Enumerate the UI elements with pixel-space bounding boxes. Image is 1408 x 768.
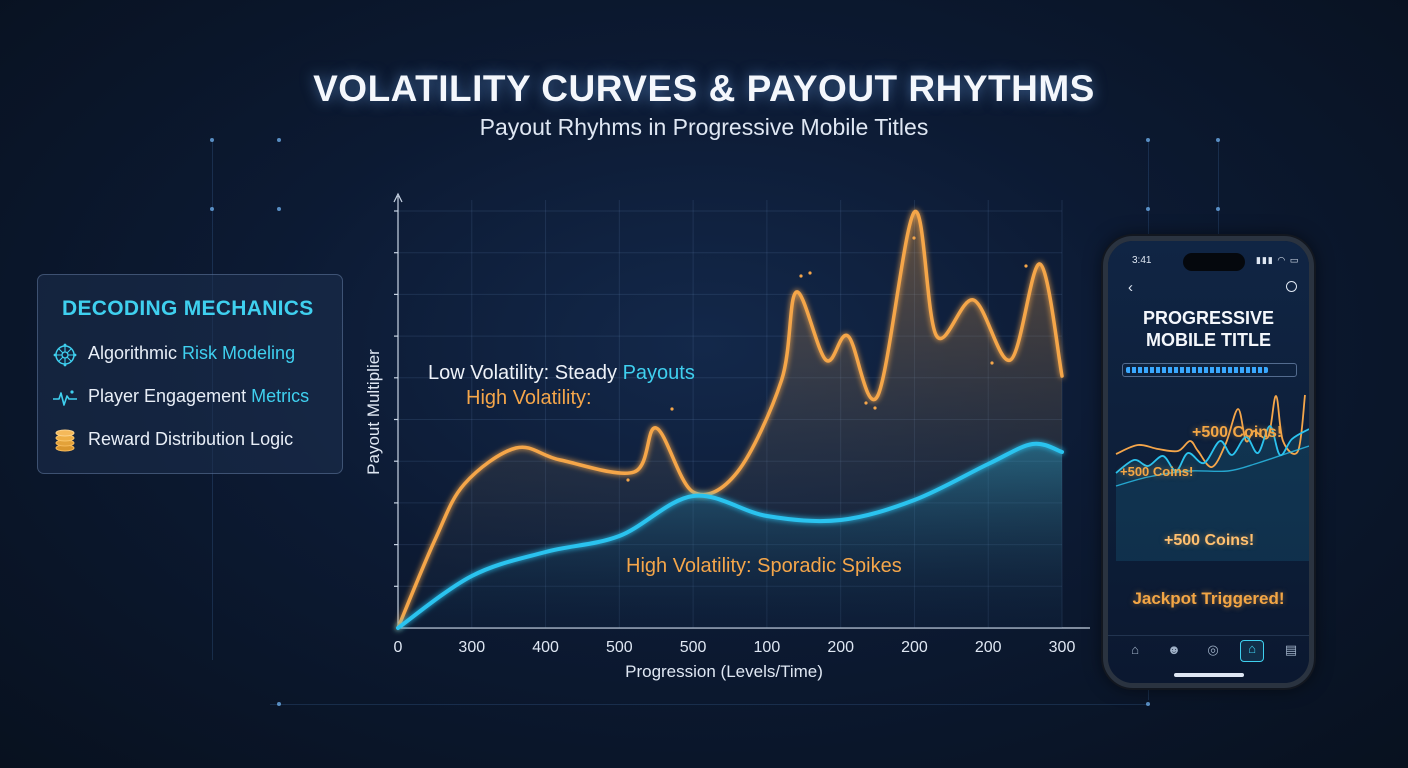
deco-dot (277, 207, 281, 211)
mechanics-panel: DECODING MECHANICS Algorithmic Risk Mode… (37, 274, 343, 474)
home-icon[interactable]: ⌂ (1131, 642, 1139, 657)
phone-title-line: PROGRESSIVE (1142, 308, 1275, 328)
x-tick-labels: 0 300 400 500 500 100 200 200 200 300 (394, 639, 1076, 656)
page-subtitle: Payout Rhyhms in Progressive Mobile Titl… (479, 114, 929, 140)
jackpot-label: Jackpot Triggered! (1132, 589, 1285, 608)
deco-dot (1146, 702, 1150, 706)
x-tick-label: 200 (975, 639, 1002, 656)
x-tick-label: 0 (394, 639, 403, 656)
mechanics-item-highlight: Risk Modeling (182, 343, 296, 363)
y-axis-arrow (393, 192, 403, 203)
spark-particles (626, 236, 1028, 482)
home-indicator (1174, 673, 1244, 677)
deco-dot (1146, 138, 1150, 142)
phone-mini-chart (1115, 394, 1309, 561)
phone-nav-bar: ⌂ ☻ ◎ ⌂ ▤ (1108, 635, 1309, 666)
spark-particle (1024, 264, 1028, 268)
mechanics-item-highlight: Metrics (251, 386, 310, 406)
phone-chart-line-cyan (1115, 425, 1309, 474)
x-tick-label: 400 (532, 639, 559, 656)
deco-dot (1146, 207, 1150, 211)
spark-particle (808, 271, 812, 275)
back-chevron-icon[interactable]: ‹ (1128, 279, 1133, 296)
spark-particle (670, 407, 674, 411)
phone-time: 3:41 (1132, 255, 1152, 266)
phone-chart-line-orange (1115, 394, 1306, 468)
deco-dot (1216, 207, 1220, 211)
deco-dot (210, 138, 214, 142)
annotation-high-volatility: High Volatility: (466, 387, 592, 409)
y-ticks (394, 210, 398, 587)
progress-fill (1126, 367, 1268, 373)
series-line-low-volatility (396, 441, 1064, 630)
menu-icon[interactable] (1286, 281, 1297, 292)
x-tick-label: 500 (680, 639, 707, 656)
globe-icon[interactable]: ◎ (1207, 642, 1219, 657)
shop-icon[interactable]: ⌂ (1240, 640, 1264, 662)
wallet-icon[interactable]: ▤ (1284, 642, 1298, 657)
spark-particle (864, 401, 868, 405)
series-area-low-volatility (398, 443, 1062, 628)
spark-particle (912, 236, 916, 240)
x-axis-label: Progression (Levels/Time) (625, 662, 823, 681)
signal-battery-icon: ▮▮▮ ◠ ▭ (1256, 255, 1300, 265)
coin-reward-label: +500 Coins! (1192, 424, 1283, 441)
mechanics-title: DECODING MECHANICS (62, 297, 314, 320)
brain-circuit-icon (53, 343, 77, 367)
series-line-high-volatility (396, 210, 1064, 630)
deco-dot (1216, 138, 1220, 142)
annotation-sporadic-spikes: High Volatility: Sporadic Spikes (626, 555, 902, 577)
page-title: VOLATILITY CURVES & PAYOUT RHYTHMS (313, 68, 1095, 109)
x-tick-label: 500 (606, 639, 633, 656)
phone-chart-area (1116, 425, 1309, 561)
y-axis-label: Payout Multiplier (364, 349, 383, 475)
mechanics-item-text: Algorithmic (88, 343, 183, 363)
deco-line (270, 704, 1150, 705)
x-tick-label: 200 (827, 639, 854, 656)
progress-bar (1122, 363, 1297, 377)
annotation-low-volatility: Low Volatility: Steady Payouts (428, 362, 695, 384)
spark-particle (990, 361, 994, 365)
phone-screen: 3:41 ▮▮▮ ◠ ▭ ‹ PROGRESSIVE MOBILE TITLE … (1108, 241, 1309, 683)
mechanics-item-text: Player Engagement (88, 386, 252, 406)
phone-title-line: MOBILE TITLE (1146, 330, 1271, 350)
annotation-highlight: Payouts (623, 362, 695, 384)
pulse-icon (53, 390, 77, 406)
coin-stack-icon (55, 429, 75, 452)
spark-particle (873, 406, 877, 410)
x-tick-label: 300 (1049, 639, 1076, 656)
x-tick-label: 300 (458, 639, 485, 656)
phone-title: PROGRESSIVE MOBILE TITLE (1108, 307, 1309, 351)
spark-particle (799, 274, 803, 278)
deco-dot (210, 207, 214, 211)
spark-particle (626, 478, 630, 482)
annotation-text: Low Volatility: Steady (428, 362, 623, 384)
phone-chart-line-cyan-secondary (1115, 445, 1309, 487)
phone-notch (1183, 253, 1245, 271)
x-tick-label: 200 (901, 639, 928, 656)
deco-dot (277, 138, 281, 142)
mechanics-item-text: Reward Distribution Logic (88, 429, 294, 449)
users-icon[interactable]: ☻ (1167, 642, 1181, 657)
coin-reward-label: +500 Coins! (1120, 464, 1194, 479)
deco-dot (277, 702, 281, 706)
x-tick-label: 100 (754, 639, 781, 656)
coin-reward-label: +500 Coins! (1164, 532, 1255, 549)
phone-mockup: 3:41 ▮▮▮ ◠ ▭ ‹ PROGRESSIVE MOBILE TITLE … (1103, 236, 1314, 688)
